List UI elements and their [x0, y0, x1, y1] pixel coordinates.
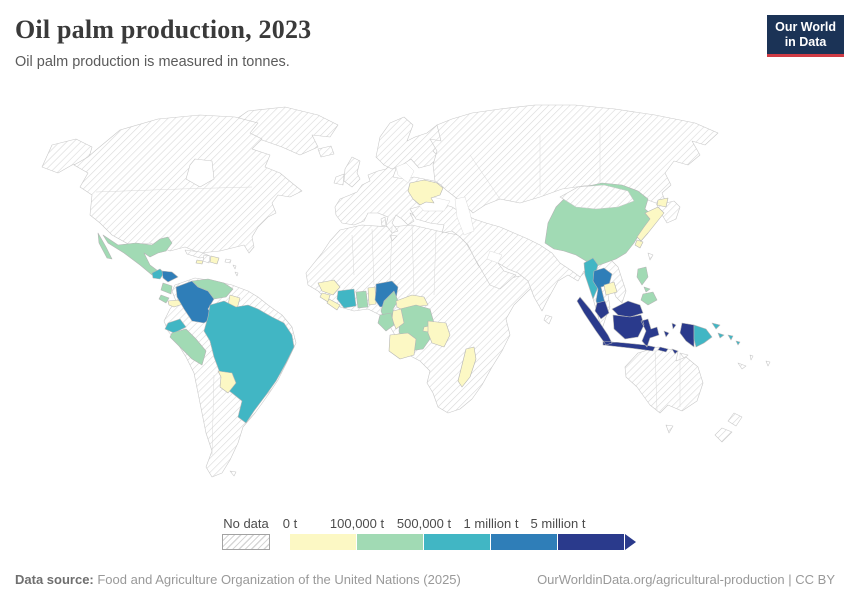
legend-no-data-label: No data: [223, 516, 269, 531]
legend-swatch-5m[interactable]: [558, 534, 625, 550]
country-ecuador[interactable]: [164, 318, 187, 334]
sea-baltic: [395, 162, 415, 184]
map-legend: No data 0 t 100,000 t 500,000 t 1 millio…: [0, 512, 850, 554]
owid-logo-line2: in Data: [784, 34, 827, 49]
country-jamaica[interactable]: [195, 259, 204, 265]
landmass-north-america: [73, 114, 303, 254]
country-madagascar[interactable]: [457, 346, 477, 388]
landmass-new-zealand: [714, 412, 743, 443]
country-angola[interactable]: [388, 332, 417, 360]
owid-logo[interactable]: Our World in Data: [767, 15, 844, 57]
legend-swatch-100k[interactable]: [357, 534, 424, 550]
page-title: Oil palm production, 2023: [15, 15, 312, 44]
country-brazil[interactable]: [203, 300, 295, 424]
country-liberia[interactable]: [326, 298, 341, 311]
footer-source-text: Food and Agriculture Organization of the…: [93, 572, 461, 587]
border-sahara-5: [433, 230, 437, 296]
legend-bin-label-3: 1 million t: [463, 516, 519, 531]
country-philippines[interactable]: [636, 266, 658, 306]
legend-color-bar: [290, 534, 636, 550]
landmass-corsica: [380, 216, 387, 227]
sea-persian-gulf: [486, 250, 503, 264]
landmass-sri-lanka: [543, 314, 553, 325]
landmass-puerto-rico: [224, 258, 232, 264]
country-costa-rica[interactable]: [158, 294, 170, 304]
country-ghana[interactable]: [355, 290, 369, 309]
landmass-falklands: [229, 470, 237, 477]
landmass-lesser-antilles: [232, 264, 239, 277]
legend-swatch-1m[interactable]: [491, 534, 558, 550]
border-argentina-chile: [211, 374, 215, 456]
border-russia-1: [469, 154, 501, 200]
legend-swatch-0t[interactable]: [290, 534, 357, 550]
landmass-uk: [343, 156, 361, 188]
border-sahara-4: [411, 224, 415, 296]
border-sahara-3: [389, 226, 393, 282]
landmass-mongolia: [559, 184, 635, 210]
landmass-new-caledonia: [737, 362, 747, 370]
landmass-tasmania: [665, 424, 674, 434]
country-panama[interactable]: [167, 299, 184, 308]
world-map[interactable]: [0, 95, 850, 510]
country-guatemala[interactable]: [151, 268, 165, 280]
country-japan[interactable]: [634, 197, 669, 249]
legend-swatch-500k[interactable]: [424, 534, 491, 550]
country-tanzania[interactable]: [427, 320, 451, 348]
country-venezuela[interactable]: [191, 278, 234, 300]
landmass-iceland: [317, 145, 335, 158]
country-indonesia[interactable]: [576, 296, 695, 355]
landmass-alaska: [41, 138, 93, 174]
legend-arrow: [625, 534, 636, 550]
landmass-timor: [679, 352, 689, 359]
country-solomon-islands[interactable]: [727, 334, 741, 346]
legend-bin-label-0: 0 t: [282, 516, 298, 531]
country-mexico[interactable]: [97, 232, 173, 276]
legend-no-data-swatch[interactable]: [222, 534, 270, 550]
country-nicaragua[interactable]: [160, 282, 173, 295]
landmass-haiti: [202, 254, 211, 264]
country-guinea[interactable]: [317, 279, 341, 296]
footer: Data source: Food and Agriculture Organi…: [0, 558, 850, 600]
footer-source: Data source: Food and Agriculture Organi…: [15, 572, 461, 587]
country-paraguay[interactable]: [217, 370, 237, 394]
owid-logo-line1: Our World: [775, 20, 836, 34]
legend-bin-label-1: 100,000 t: [329, 516, 385, 531]
country-papua-new-guinea[interactable]: [693, 322, 725, 348]
landmass-taiwan: [647, 252, 654, 261]
border-us-canada: [95, 186, 253, 193]
landmass-russia: [429, 104, 719, 224]
country-ukraine[interactable]: [407, 179, 444, 206]
landmass-australia: [624, 346, 704, 414]
country-central-african-republic[interactable]: [395, 294, 429, 312]
landmass-greenland: [227, 106, 339, 156]
country-gabon[interactable]: [377, 312, 395, 332]
landmass-vanuatu: [749, 354, 754, 361]
landmass-fiji: [765, 360, 771, 367]
country-dominican-republic[interactable]: [209, 255, 220, 265]
country-togo-benin[interactable]: [367, 286, 377, 306]
border-sahara-1: [351, 234, 355, 276]
border-australia-1: [654, 349, 658, 411]
sea-caspian: [454, 196, 475, 236]
landmass-ireland: [333, 173, 345, 186]
legend-bin-label-2: 500,000 t: [396, 516, 452, 531]
country-cambodia[interactable]: [603, 281, 618, 296]
border-sahara-2: [371, 228, 375, 286]
country-honduras[interactable]: [161, 270, 179, 283]
country-cote-divoire[interactable]: [336, 288, 357, 309]
footer-source-label: Data source:: [15, 572, 94, 587]
legend-bin-label-4: 5 million t: [530, 516, 586, 531]
country-peru[interactable]: [169, 328, 207, 366]
page-subtitle: Oil palm production is measured in tonne…: [15, 54, 290, 70]
footer-link[interactable]: OurWorldinData.org/agricultural-producti…: [537, 572, 835, 587]
country-malaysia[interactable]: [594, 300, 644, 320]
